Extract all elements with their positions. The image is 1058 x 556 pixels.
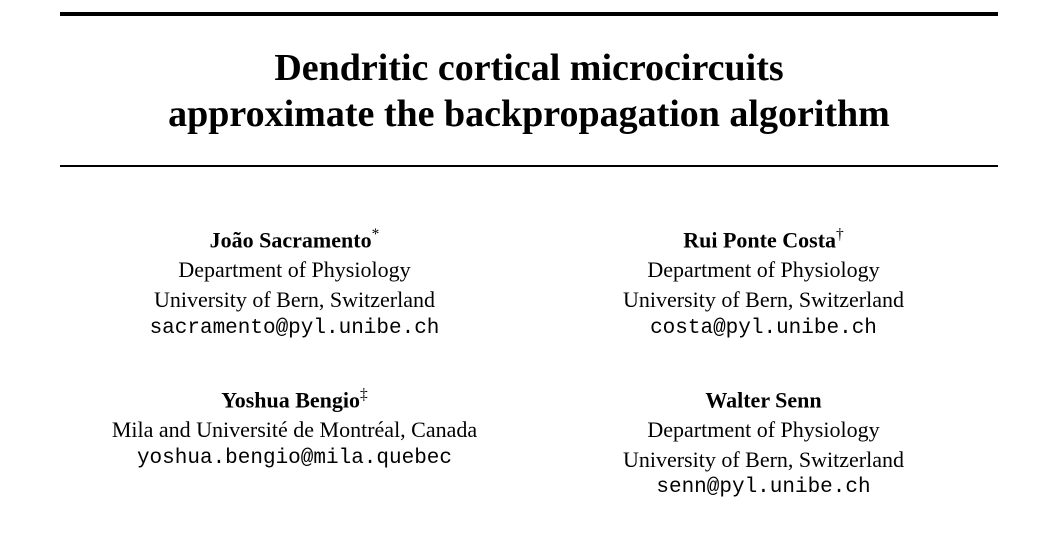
author-name-text: João Sacramento [210,228,372,253]
author-name-text: Yoshua Bengio [221,387,360,412]
author-email: sacramento@pyl.unibe.ch [69,315,519,343]
title-line-1: Dendritic cortical microcircuits [274,47,783,89]
author-email: yoshua.bengio@mila.quebec [69,445,519,473]
author-mark: * [372,226,380,243]
author-name-text: Rui Ponte Costa [683,228,836,253]
author-mark: ‡ [360,386,368,403]
author-email: senn@pyl.unibe.ch [538,474,988,502]
author-block: João Sacramento* Department of Physiolog… [60,225,998,544]
author-affiliation-1: Department of Physiology [538,255,988,285]
author-affiliation-1: Department of Physiology [69,255,519,285]
author-affiliation-1: Department of Physiology [538,415,988,445]
title-rule [60,165,998,167]
paper-title: Dendritic cortical microcircuits approxi… [60,46,998,137]
author-name: Rui Ponte Costa† [538,225,988,255]
author-affiliation-1: Mila and Université de Montréal, Canada [69,415,519,445]
author-4: Walter Senn Department of Physiology Uni… [538,385,988,503]
author-3: Yoshua Bengio‡ Mila and Université de Mo… [69,385,519,503]
author-affiliation-2: University of Bern, Switzerland [538,285,988,315]
author-name: Walter Senn [538,385,988,415]
top-rule [60,12,998,16]
author-name: Yoshua Bengio‡ [69,385,519,415]
title-line-2: approximate the backpropagation algorith… [168,93,890,135]
author-email: costa@pyl.unibe.ch [538,315,988,343]
author-affiliation-2: University of Bern, Switzerland [538,445,988,475]
author-name-text: Walter Senn [705,387,821,412]
author-1: João Sacramento* Department of Physiolog… [69,225,519,343]
author-affiliation-2: University of Bern, Switzerland [69,285,519,315]
author-2: Rui Ponte Costa† Department of Physiolog… [538,225,988,343]
author-mark: † [836,226,844,243]
author-name: João Sacramento* [69,225,519,255]
